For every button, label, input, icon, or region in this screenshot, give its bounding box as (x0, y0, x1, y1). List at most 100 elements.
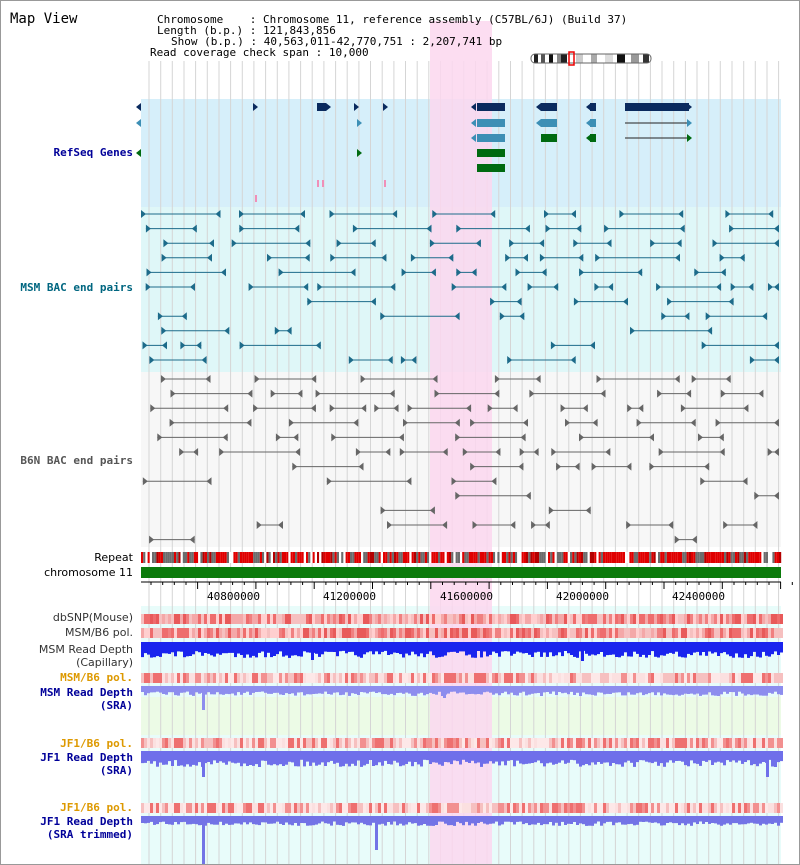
depth-bar (675, 816, 678, 824)
repeat-segment (675, 552, 678, 563)
repeat-segment (185, 552, 188, 563)
depth-bar (558, 642, 561, 653)
depth-bar (747, 642, 750, 658)
depth-bar (570, 751, 573, 760)
bac-end-marker (206, 477, 212, 486)
track-label-refseq-genes[interactable]: RefSeq Genes (53, 146, 133, 159)
bac-end-marker (455, 491, 461, 500)
heat-cell (663, 738, 666, 748)
heat-cell (546, 628, 549, 638)
heat-cell (231, 803, 234, 813)
bac-end-marker (525, 491, 531, 500)
heat-cell (570, 803, 573, 813)
bac-end-marker (657, 389, 663, 398)
depth-bar (528, 816, 531, 826)
track-label-jf1-pol-2: JF1/B6 pol. (60, 801, 133, 814)
depth-bar (513, 642, 516, 654)
heat-cell (378, 614, 381, 624)
bac-end-marker (292, 462, 298, 471)
span-value: 10,000 (328, 46, 369, 59)
repeat-segment (587, 552, 590, 563)
depth-bar (456, 642, 459, 653)
heat-cell (243, 803, 246, 813)
depth-bar (261, 751, 264, 761)
heat-cell (678, 614, 681, 624)
depth-bar (204, 816, 207, 826)
heat-cell (666, 628, 669, 638)
repeat-segment (666, 552, 669, 563)
depth-bar (648, 751, 651, 763)
heat-cell (231, 628, 234, 638)
heat-cell (420, 673, 423, 683)
depth-bar (549, 816, 552, 822)
bac-end-marker (353, 418, 359, 427)
heat-cell (618, 803, 621, 813)
heat-cell (249, 673, 252, 683)
heat-cell (639, 673, 642, 683)
heat-cell (555, 628, 558, 638)
depth-bar (366, 642, 369, 653)
depth-bar (318, 751, 321, 765)
repeat-segment (312, 552, 315, 563)
depth-bar (507, 686, 510, 695)
repeat-segment (724, 552, 727, 563)
depth-bar (450, 642, 453, 652)
bac-end-marker (149, 356, 155, 364)
bac-end-marker (519, 448, 525, 456)
heat-cell (357, 614, 360, 624)
depth-bar (291, 751, 294, 763)
heat-cell (258, 738, 261, 748)
heat-cell (660, 673, 663, 683)
heat-cell (711, 673, 714, 683)
heat-cell (234, 803, 237, 813)
heat-cell (414, 803, 417, 813)
depth-bar (600, 751, 603, 764)
heat-cell (288, 614, 291, 624)
heat-cell (624, 614, 627, 624)
depth-bar (771, 686, 774, 694)
heat-cell (759, 628, 762, 638)
depth-bar (417, 751, 420, 765)
depth-bar (210, 642, 213, 656)
heat-cell (369, 614, 372, 624)
bac-end-marker (718, 433, 724, 442)
depth-bar (339, 642, 342, 652)
heat-cell (741, 628, 744, 638)
repeat-segment (539, 552, 542, 563)
bac-end-marker (295, 448, 301, 456)
depth-bar (309, 686, 312, 695)
track-label-msm-bac[interactable]: MSM BAC end pairs (20, 281, 133, 294)
depth-bar (501, 686, 504, 694)
heat-cell (417, 738, 420, 748)
depth-bar (399, 751, 402, 767)
heat-cell (771, 614, 774, 624)
heat-cell (174, 673, 177, 683)
heat-cell (603, 803, 606, 813)
heat-cell (354, 628, 357, 638)
heat-cell (465, 628, 468, 638)
depth-bar (555, 642, 558, 656)
heat-cell (576, 673, 579, 683)
depth-bar (219, 686, 222, 695)
depth-bar (315, 816, 318, 825)
depth-bar (378, 686, 381, 693)
depth-bar (261, 816, 264, 823)
heat-cell (429, 803, 432, 813)
depth-bar (627, 751, 630, 761)
heat-cell (300, 614, 303, 624)
heat-cell (531, 803, 534, 813)
heat-cell (228, 614, 231, 624)
depth-bar (531, 686, 534, 694)
repeat-segment (609, 552, 612, 563)
depth-bar (234, 642, 237, 658)
depth-bar (402, 816, 405, 826)
bac-end-marker (358, 462, 364, 471)
depth-bar (240, 686, 243, 695)
heat-cell (183, 738, 186, 748)
track-label-b6n-bac[interactable]: B6N BAC end pairs (20, 454, 133, 467)
heat-cell (147, 614, 150, 624)
heat-cell (462, 738, 465, 748)
depth-bar (585, 642, 588, 654)
heat-cell (219, 614, 222, 624)
